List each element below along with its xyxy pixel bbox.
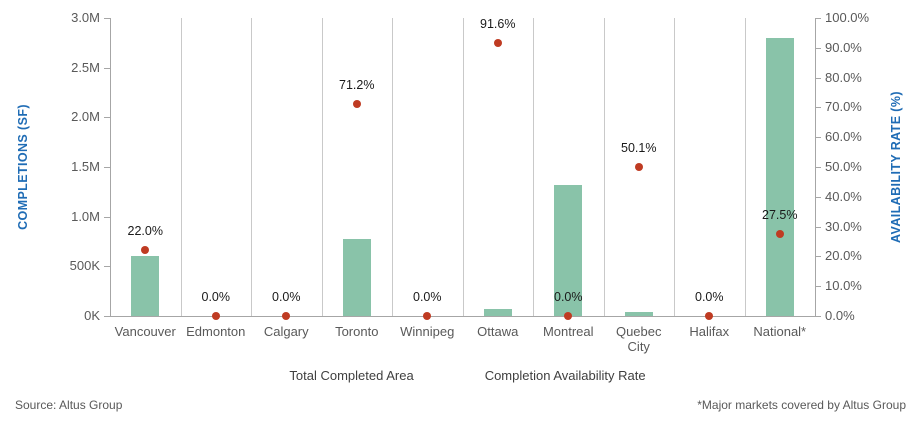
legend-label: Total Completed Area	[289, 367, 414, 383]
left-axis-tick-label: 0K	[84, 308, 100, 323]
x-axis-line	[110, 316, 815, 317]
rate-label: 71.2%	[339, 77, 375, 92]
left-axis-tick-label: 3.0M	[71, 10, 100, 25]
left-axis-tick-label: 1.5M	[71, 159, 100, 174]
right-axis-tick	[815, 137, 821, 139]
plot-area: 22.0% 0.0% 0.0% 71.2% 0.0% 91.6% 0.0% 50.1% 0.0%…	[110, 17, 816, 320]
right-axis-tick-label: 30.0%	[825, 218, 862, 234]
x-axis-label: Halifax	[689, 324, 730, 339]
right-axis-title: AVAILABILITY RATE (%)	[889, 91, 903, 243]
rate-dot	[282, 312, 291, 320]
x-axis-label: Calgary	[263, 324, 309, 339]
rate-dot	[352, 99, 361, 108]
right-axis-tick-label: 60.0%	[825, 129, 862, 145]
left-axis-tick-label: 500K	[69, 258, 100, 274]
bar	[483, 309, 512, 316]
left-axis-tick	[104, 266, 110, 268]
bar	[554, 184, 583, 316]
x-axis-label: Quebec City	[615, 324, 662, 354]
rate-dot	[775, 230, 784, 239]
gridline	[603, 18, 605, 316]
left-axis-tick	[104, 216, 110, 218]
rate-label: 22.0%	[127, 224, 163, 239]
gridline	[392, 18, 393, 316]
left-axis-tick	[104, 117, 110, 119]
x-axis-label: Vancouver	[114, 324, 176, 339]
right-axis-tick-label: 50.0%	[825, 159, 862, 174]
right-axis-tick-label: 0.0%	[825, 308, 855, 323]
right-axis-tick	[815, 226, 821, 228]
left-axis-tick-label: 1.0M	[71, 208, 100, 224]
legend: Total Completed Area Completion Availabi…	[0, 366, 919, 384]
rate-label: 0.0%	[201, 290, 231, 304]
right-axis-tick-label: 70.0%	[825, 99, 862, 115]
bar	[131, 256, 160, 316]
legend-item-completed-area: Total Completed Area	[273, 368, 413, 383]
right-axis-tick	[815, 167, 821, 168]
x-axis-label: Ottawa	[477, 324, 519, 339]
rate-label: 0.0%	[413, 290, 442, 304]
bar	[342, 238, 371, 316]
right-axis-tick-label: 20.0%	[825, 248, 862, 264]
right-axis-tick-label: 80.0%	[825, 69, 862, 85]
x-axis-label: National*	[753, 324, 807, 339]
gridline	[744, 18, 746, 316]
gridline	[533, 18, 534, 316]
right-axis-tick-label: 10.0%	[825, 278, 862, 294]
footnote: *Major markets covered by Altus Group	[697, 398, 906, 412]
right-axis-tick	[815, 18, 821, 19]
rate-dot	[141, 246, 150, 255]
gridline	[321, 18, 323, 316]
rate-label: 50.1%	[621, 140, 657, 155]
right-axis-tick-label: 40.0%	[825, 188, 862, 204]
right-axis-tick-label: 90.0%	[825, 39, 862, 55]
dot-series-swatch-icon	[470, 371, 478, 379]
left-axis-tick-label: 2.5M	[71, 59, 100, 75]
bar-series-swatch-icon	[273, 371, 282, 380]
rate-label: 0.0%	[554, 290, 583, 304]
x-axis-label: Toronto	[335, 324, 379, 339]
rate-label: 0.0%	[695, 290, 724, 304]
rate-dot	[705, 312, 714, 320]
left-axis-tick	[104, 18, 110, 19]
rate-dot	[564, 312, 573, 320]
x-axis-label: Edmonton	[186, 324, 246, 339]
left-axis-line	[110, 18, 111, 316]
gridline	[251, 18, 252, 316]
legend-label: Completion Availability Rate	[484, 367, 646, 383]
gridline	[462, 18, 464, 316]
rate-label: 27.5%	[762, 208, 798, 223]
left-axis-tick-label: 2.0M	[71, 109, 100, 125]
right-axis-tick	[815, 196, 821, 198]
gridline	[180, 18, 182, 316]
x-axis-label: Winnipeg	[400, 324, 455, 339]
gridline	[674, 18, 675, 316]
left-axis-tick	[104, 316, 110, 317]
bar	[624, 312, 653, 316]
rate-dot	[634, 162, 643, 171]
source-note: Source: Altus Group	[15, 398, 123, 412]
left-axis-tick	[104, 167, 110, 168]
left-axis-tick	[104, 67, 110, 69]
rate-dot	[211, 312, 220, 320]
right-axis-tick	[815, 107, 821, 109]
rate-dot	[493, 39, 502, 48]
legend-item-availability-rate: Completion Availability Rate	[470, 368, 646, 383]
rate-label: 0.0%	[272, 290, 301, 304]
rate-label: 91.6%	[480, 17, 516, 32]
right-axis-tick	[815, 47, 821, 49]
rate-dot	[423, 312, 432, 320]
right-axis-tick	[815, 316, 821, 317]
x-axis-label: Montreal	[542, 324, 594, 339]
right-axis-tick	[815, 286, 821, 288]
right-axis-tick	[815, 256, 821, 258]
right-axis-tick	[815, 77, 821, 79]
right-axis-tick-label: 100.0%	[825, 10, 870, 25]
bar	[765, 37, 794, 316]
